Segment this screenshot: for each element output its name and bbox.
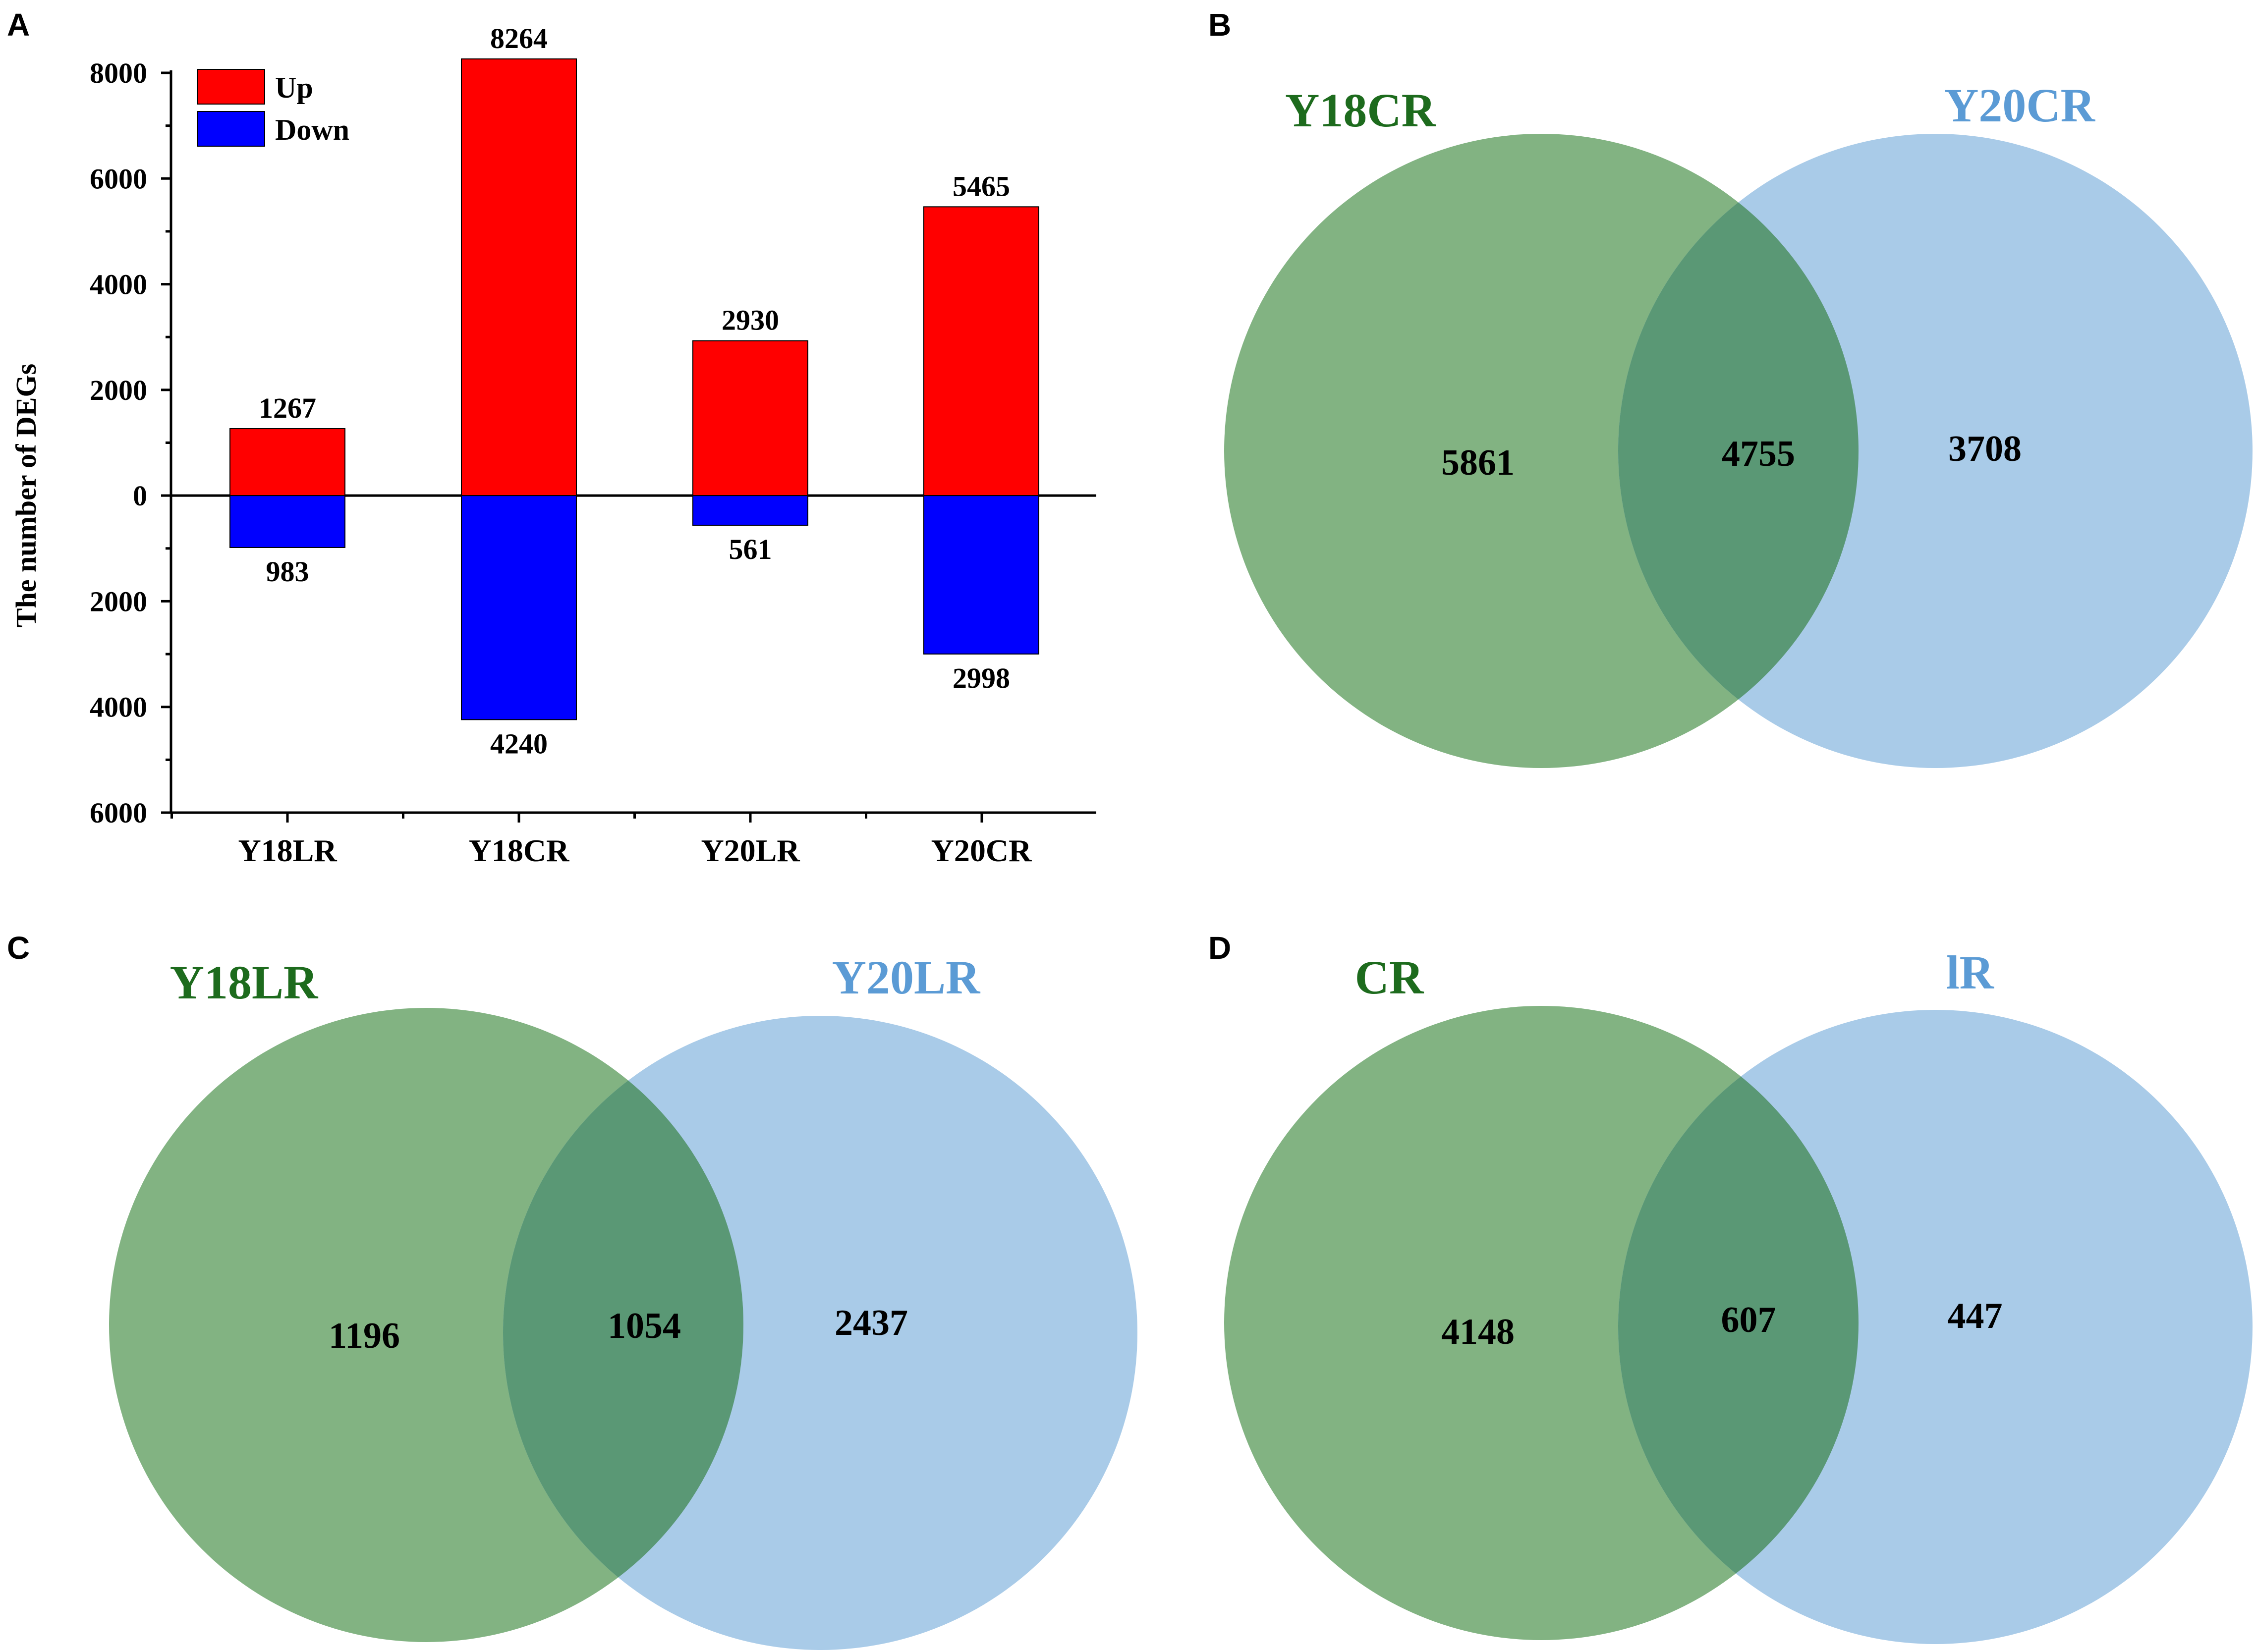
legend-label-up: Up bbox=[275, 71, 313, 104]
x-tick-label: Y18LR bbox=[238, 833, 337, 868]
bar-down-value-label: 2998 bbox=[953, 662, 1010, 694]
bar-down-value-label: 4240 bbox=[490, 727, 548, 760]
bar-down-value-label: 561 bbox=[729, 533, 772, 565]
bar-up bbox=[923, 206, 1039, 496]
bars bbox=[229, 58, 1039, 720]
venn-set-label-left: Y18LR bbox=[170, 956, 319, 1009]
panel-letter-c: C bbox=[7, 930, 30, 966]
bar-up-value-label: 5465 bbox=[953, 170, 1010, 202]
venn-count-overlap: 607 bbox=[1721, 1300, 1776, 1340]
bar-up bbox=[692, 340, 808, 496]
y-axis-title: The number of DEGs bbox=[10, 364, 42, 627]
bar-down bbox=[692, 495, 808, 526]
y-tick-label: 2000 bbox=[90, 374, 147, 406]
bar-up-value-label: 2930 bbox=[722, 304, 779, 336]
venn-count-right-only: 447 bbox=[1948, 1296, 2003, 1336]
venn-overlap bbox=[1618, 134, 1859, 768]
x-tick-label: Y20LR bbox=[701, 833, 800, 868]
venn-count-overlap: 1054 bbox=[608, 1306, 681, 1346]
y-tick-label: 4000 bbox=[90, 691, 147, 723]
venn-count-left-only: 5861 bbox=[1441, 442, 1515, 483]
bar-up-value-label: 1267 bbox=[259, 392, 316, 424]
panel-letter-a: A bbox=[7, 7, 30, 43]
venn-count-right-only: 3708 bbox=[1948, 429, 2022, 469]
bar-chart-panel-a: 8000 6000 4000 2000 0 2000 4000 6000 Y18LR Y18CR… bbox=[10, 22, 1096, 868]
venn-count-right-only: 2437 bbox=[835, 1303, 908, 1343]
venn-set-label-right: Y20CR bbox=[1944, 79, 2096, 132]
y-tick-label: 4000 bbox=[90, 269, 147, 301]
venn-count-left-only: 1196 bbox=[329, 1316, 400, 1356]
bar-up-value-label: 8264 bbox=[490, 22, 548, 55]
y-tick-label: 6000 bbox=[90, 797, 147, 829]
y-axis: 8000 6000 4000 2000 0 2000 4000 6000 bbox=[90, 57, 172, 829]
bar-down bbox=[229, 495, 345, 548]
venn-panel-c: Y18LR Y20LR 1196 1054 2437 bbox=[109, 951, 1137, 1650]
bar-down bbox=[461, 495, 577, 720]
y-tick-label: 8000 bbox=[90, 57, 147, 89]
y-tick-label: 0 bbox=[133, 480, 147, 512]
y-tick-label: 2000 bbox=[90, 585, 147, 617]
venn-panel-b: Y18CR Y20CR 5861 4755 3708 bbox=[1224, 79, 2253, 768]
venn-overlap bbox=[503, 1016, 743, 1642]
bar-down-value-label: 983 bbox=[266, 555, 309, 588]
y-tick-label: 6000 bbox=[90, 163, 147, 195]
venn-overlap bbox=[1618, 1010, 1859, 1640]
bar-up bbox=[461, 58, 577, 496]
bar-down bbox=[923, 495, 1039, 655]
panel-letter-d: D bbox=[1208, 930, 1231, 966]
venn-set-label-left: CR bbox=[1355, 951, 1424, 1004]
legend: Up Down bbox=[197, 69, 349, 147]
x-tick-label: Y20CR bbox=[931, 833, 1032, 868]
venn-set-label-right: lR bbox=[1946, 946, 1995, 999]
venn-set-label-right: Y20LR bbox=[832, 951, 981, 1004]
venn-count-left-only: 4148 bbox=[1441, 1312, 1515, 1352]
x-tick-label: Y18CR bbox=[469, 833, 569, 868]
legend-label-down: Down bbox=[275, 113, 349, 146]
legend-swatch-up bbox=[197, 69, 265, 105]
venn-set-label-left: Y18CR bbox=[1285, 84, 1437, 137]
legend-swatch-down bbox=[197, 111, 265, 147]
bar-up bbox=[229, 428, 345, 496]
bar-value-labels: 1267 983 8264 4240 2930 561 5465 2998 bbox=[259, 22, 1010, 760]
x-axis: Y18LR Y18CR Y20LR Y20CR bbox=[170, 494, 1096, 868]
panel-letter-b: B bbox=[1208, 7, 1231, 43]
venn-panel-d: CR lR 4148 607 447 bbox=[1224, 946, 2253, 1644]
venn-count-overlap: 4755 bbox=[1722, 434, 1795, 474]
